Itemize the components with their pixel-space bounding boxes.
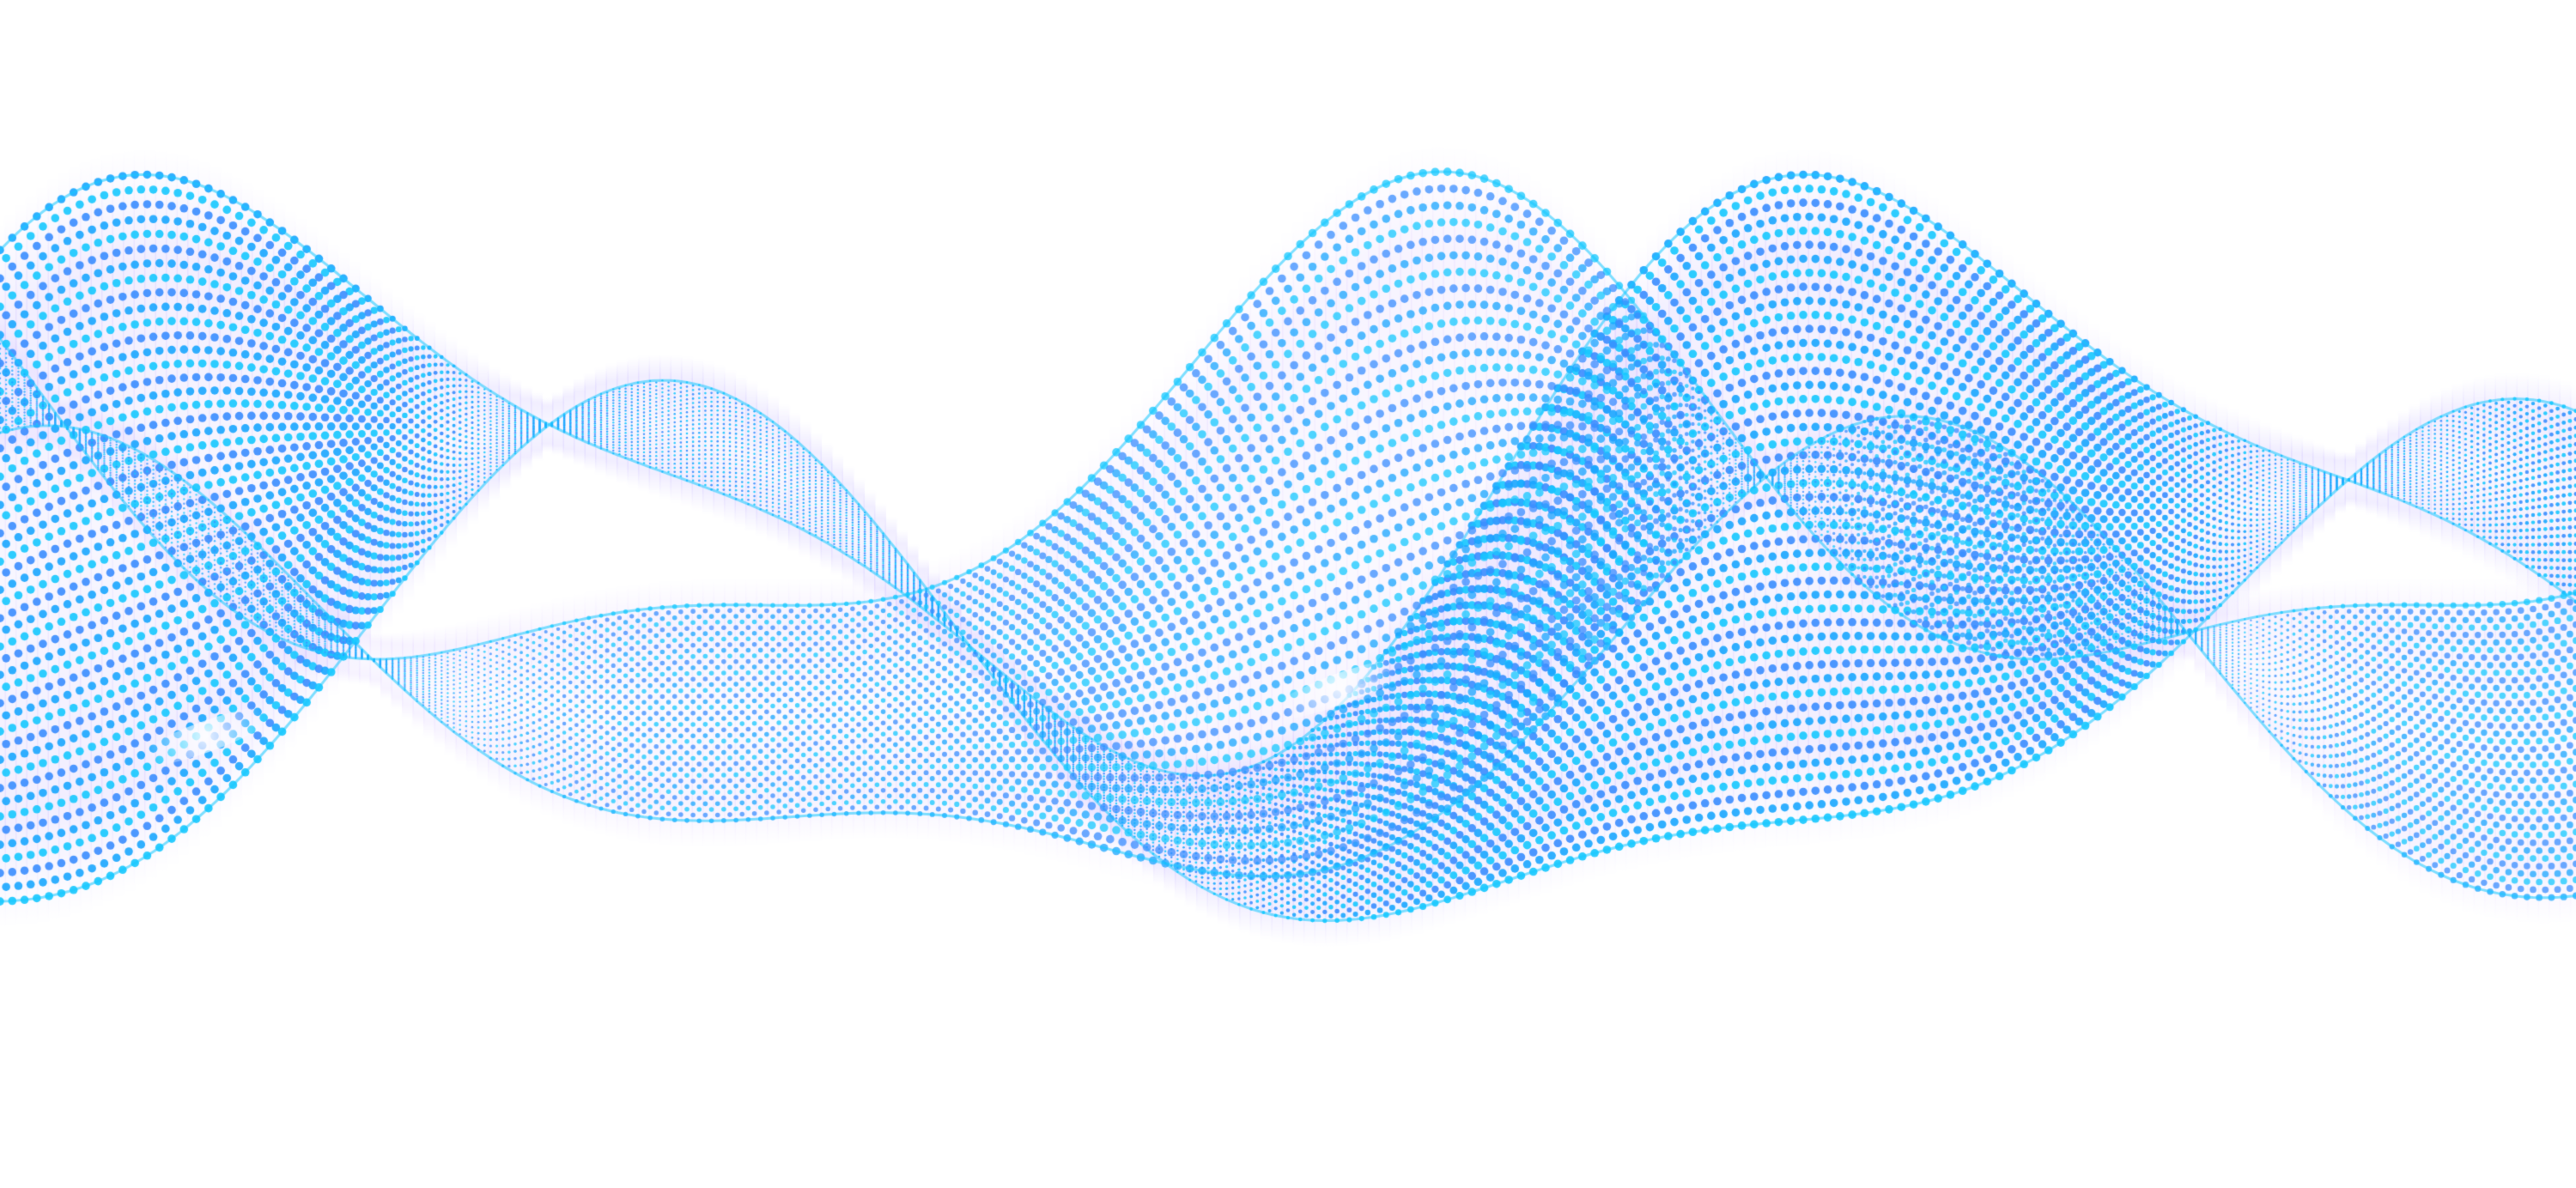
particle-wave-illustration xyxy=(0,0,2576,1188)
